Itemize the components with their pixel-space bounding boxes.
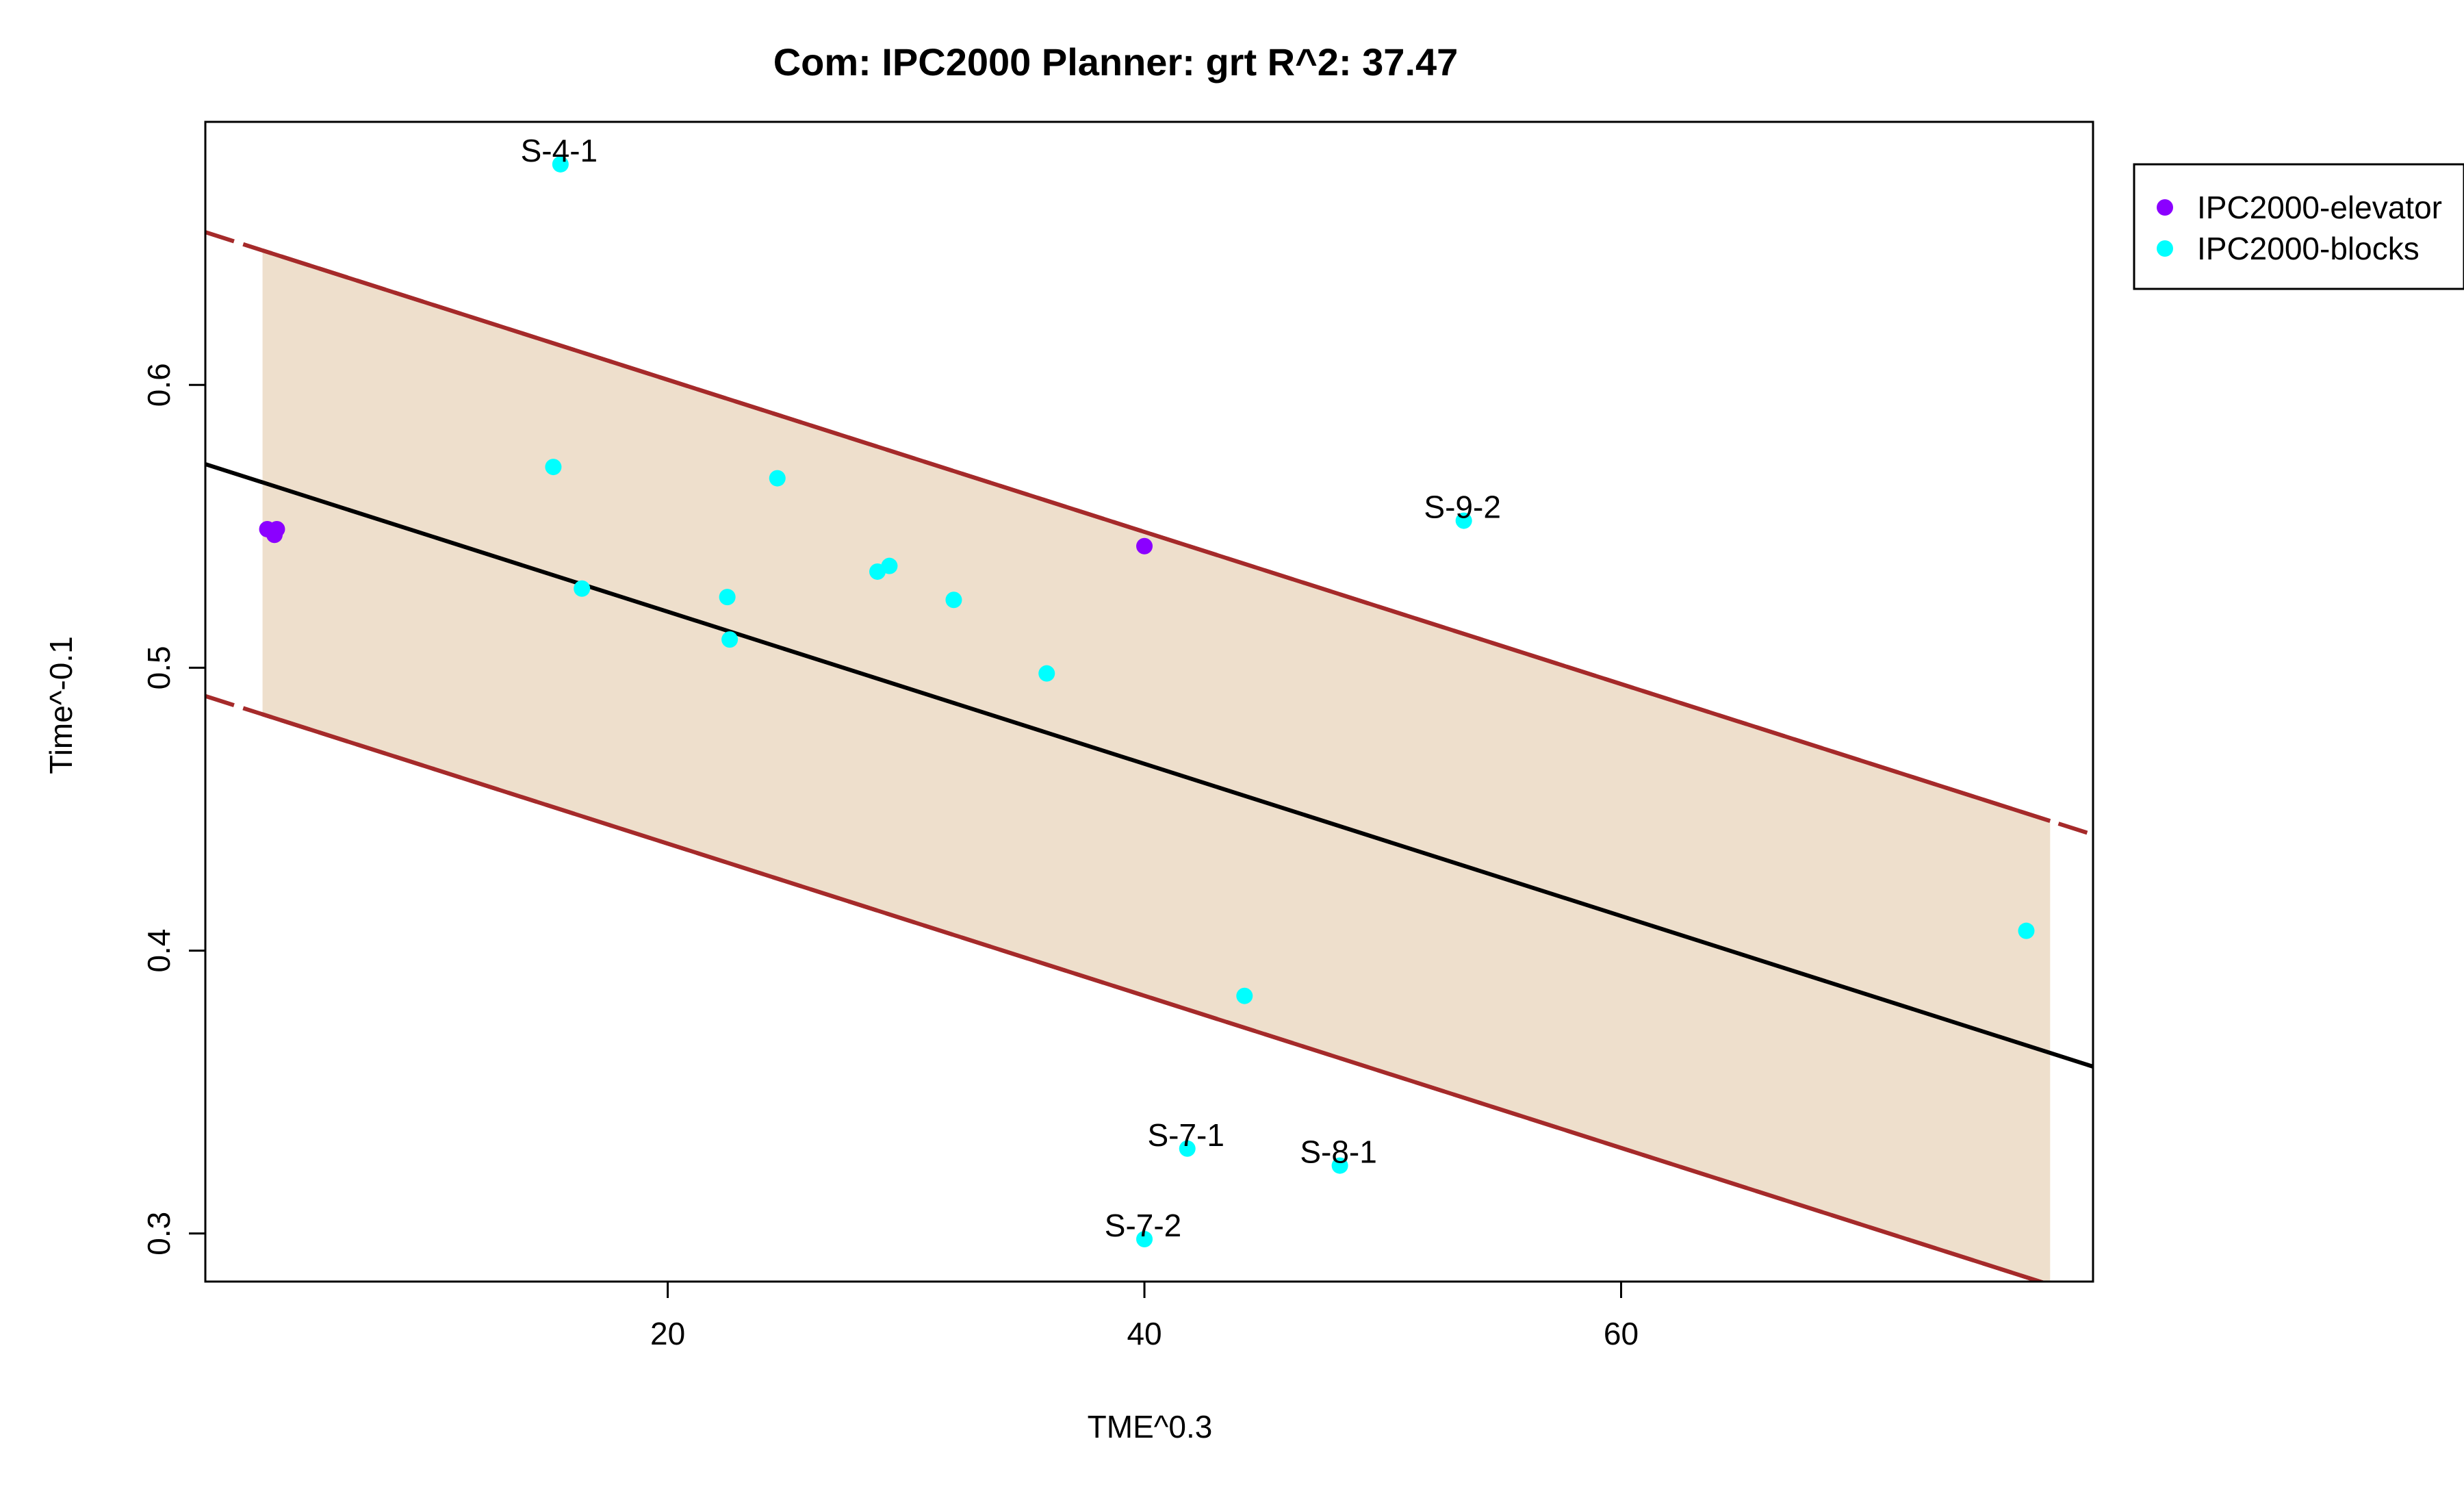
x-tick-label: 40 [1127,1316,1162,1351]
blocks-point [881,557,898,574]
plot-area [205,230,2093,1282]
legend: IPC2000-elevator IPC2000-blocks [2133,163,2464,290]
blocks-point [719,589,736,606]
upper-interval-line [261,248,2051,824]
y-tick-label: 0.6 [141,363,177,407]
blocks-point [1038,665,1055,682]
blocks-point [1136,1231,1153,1248]
legend-marker [2157,240,2173,257]
blocks-point [2018,922,2035,939]
x-tick-label: 60 [1604,1316,1639,1351]
point-label: S-8-1 [1300,1134,1376,1170]
legend-box [2133,163,2464,290]
regression-line [205,462,2093,1069]
y-axis-label: Time^-0.1 [43,636,79,774]
blocks-point [945,591,962,609]
blocks-point [1179,1140,1196,1157]
blocks-point [769,470,786,487]
elevator-point [1136,537,1153,555]
plot-frame [204,120,2094,1283]
blocks-point [1455,512,1472,529]
x-axis-label: TME^0.3 [1088,1409,1213,1445]
lower-interval-line [261,712,2047,1282]
legend-label: IPC2000-elevator [2197,190,2442,225]
y-tick-label: 0.5 [141,646,177,689]
axes: 20 40 60 0.3 0.4 0.5 0.6 [141,363,1639,1351]
point-label: S-7-2 [1105,1208,1181,1243]
elevator-point [266,526,283,544]
y-tick-label: 0.4 [141,929,177,973]
x-tick-label: 20 [650,1316,685,1351]
point-label: S-4-1 [521,133,598,168]
blocks-point [574,580,591,597]
blocks-point [721,631,739,648]
point-label: S-7-1 [1147,1117,1224,1153]
blocks-point [552,155,569,173]
legend-label: IPC2000-blocks [2197,231,2420,266]
blocks-point [545,459,562,476]
legend-marker [2157,199,2173,216]
y-tick-label: 0.3 [141,1212,177,1256]
point-label: S-9-2 [1424,489,1500,525]
chart-title: Com: IPC2000 Planner: grt R^2: 37.47 [773,40,1459,84]
blocks-point [1331,1157,1348,1174]
blocks-point [1236,987,1253,1004]
points: S-4-1 S-9-2 S-7-1 S-8-1 S-7-2 [259,133,2035,1248]
